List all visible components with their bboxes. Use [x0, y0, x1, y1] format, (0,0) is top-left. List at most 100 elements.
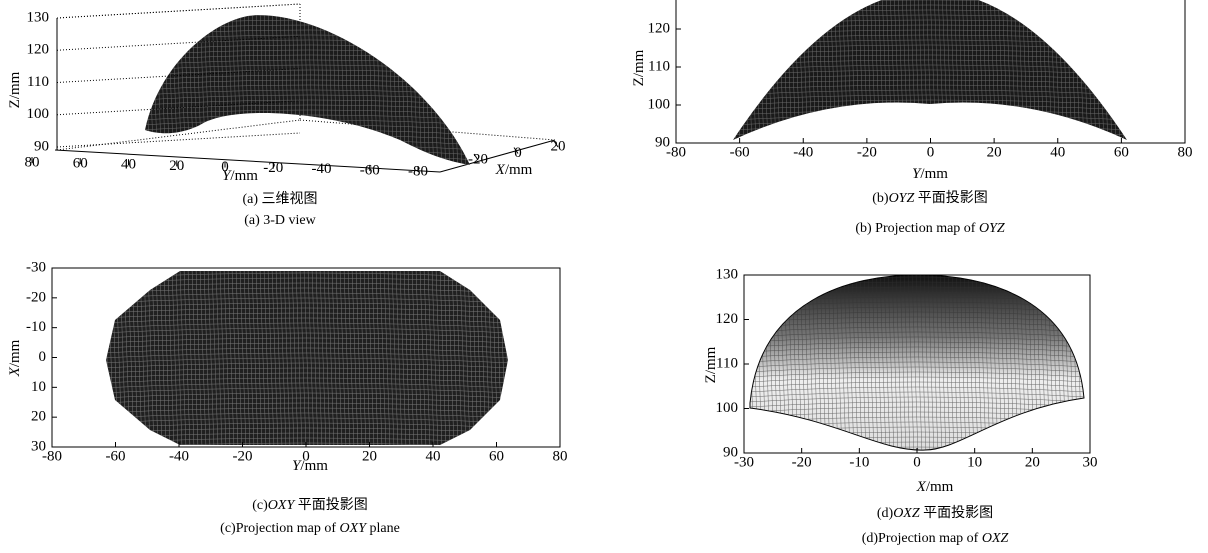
mesh-line [140, 10, 146, 175]
mesh-line [464, 10, 470, 175]
label-part: /mm [505, 162, 533, 178]
label-part: 平面投影图 [914, 190, 988, 206]
label-part: Z/mm [7, 71, 23, 108]
mesh-line [1080, 272, 1086, 455]
label-part: /mm [230, 168, 258, 184]
tick-label: 10 [967, 454, 982, 470]
mesh-line [1078, 0, 1084, 145]
mesh-line [738, 0, 744, 145]
label-part: Z/mm [703, 346, 719, 383]
mesh-line [774, 0, 780, 145]
tick-label: 20 [31, 409, 46, 425]
label-part: OXY [268, 498, 297, 513]
mesh-line [140, 15, 480, 20]
label: X/mm [495, 162, 533, 178]
mesh-line [144, 10, 150, 175]
tick-label: 40 [1050, 144, 1065, 160]
tick-label: -60 [730, 144, 750, 160]
tick-label: 10 [31, 379, 46, 395]
tick-label: 20 [362, 448, 377, 464]
tick-label: -20 [233, 448, 253, 464]
mesh-line [476, 10, 482, 175]
figure: 90100110120130Z/mm806040200-20-40-60-80Y… [0, 0, 1208, 553]
label: (c)OXY 平面投影图 [252, 497, 368, 513]
tick-label: 20 [1025, 454, 1040, 470]
label-part: OXY [340, 521, 369, 536]
label-part: Z/mm [631, 49, 647, 86]
tick-label: 100 [648, 96, 671, 112]
label-part: /mm [300, 458, 328, 474]
tick-label: 120 [716, 311, 739, 327]
label: Z/mm [7, 71, 23, 108]
label-part: /mm [7, 339, 23, 367]
tick-label: 30 [1083, 454, 1098, 470]
label: Y/mm [222, 168, 258, 184]
label: Z/mm [703, 346, 719, 383]
label-part: OXZ [982, 531, 1009, 546]
mesh-line [152, 10, 158, 175]
tick-label: 60 [489, 448, 504, 464]
tick-label: 80 [1178, 144, 1193, 160]
mesh-line [100, 263, 512, 268]
tick-label: 60 [1114, 144, 1129, 160]
mesh-line [508, 268, 514, 448]
tick-label: -80 [666, 144, 686, 160]
label-part: (d)Projection map of [862, 531, 982, 546]
mesh-line [730, 0, 736, 145]
tick-label: -10 [849, 454, 869, 470]
mesh-line [778, 0, 784, 145]
tick-label: 100 [27, 106, 50, 122]
label-part: OYZ [889, 191, 915, 206]
tick-label: -20 [857, 144, 877, 160]
label-part: OYZ [979, 221, 1005, 236]
tick-label: -80 [42, 448, 62, 464]
mesh-line [140, 10, 480, 15]
label: Z/mm [631, 49, 647, 86]
mesh-line [140, 165, 480, 170]
mesh-line [1130, 0, 1136, 145]
label: X/mm [916, 479, 954, 495]
mesh-line [1122, 0, 1128, 145]
tick-label: -10 [26, 319, 46, 335]
tick-label: 0 [927, 144, 935, 160]
mesh-line [1126, 0, 1132, 145]
mesh-line [140, 170, 480, 175]
label-part: (a) 3-D view [244, 213, 316, 228]
label-part: 平面投影图 [294, 497, 368, 513]
label: (d)OXZ 平面投影图 [877, 505, 993, 521]
mesh-line [734, 0, 740, 145]
mesh-line [752, 272, 758, 455]
tick-label: 110 [27, 74, 49, 90]
tick-label: -60 [106, 448, 126, 464]
mesh-line [140, 5, 480, 10]
tick-label: 0 [39, 349, 47, 365]
tick-label: 40 [426, 448, 441, 464]
mesh-line [748, 267, 1086, 272]
label: (b)OYZ 平面投影图 [872, 190, 988, 206]
label: (a) 3-D view [244, 213, 316, 228]
mesh-line [512, 268, 518, 448]
tick-label: -20 [792, 454, 812, 470]
mesh-line [148, 10, 154, 175]
label-part: (a) 三维视图 [242, 191, 317, 207]
tick-label: -30 [26, 259, 46, 275]
tick-label: 20 [987, 144, 1002, 160]
mesh-line [730, 130, 1130, 135]
mesh-line [1118, 0, 1124, 145]
mesh-line [468, 10, 474, 175]
mesh-line [100, 268, 106, 448]
mesh-line [472, 10, 478, 175]
label: (d)Projection map of OXZ [862, 531, 1009, 546]
label-part: /mm [920, 166, 948, 182]
label: (b) Projection map of OYZ [855, 221, 1005, 236]
tick-label: 80 [553, 448, 568, 464]
tick-label: 0 [913, 454, 921, 470]
tick-label: 110 [648, 58, 670, 74]
mesh-line [730, 125, 1130, 130]
mesh-line [1084, 272, 1090, 455]
label-part: 平面投影图 [920, 505, 994, 521]
tick-label: -20 [26, 289, 46, 305]
label-part: plane [366, 521, 400, 536]
label: (c)Projection map of OXY plane [220, 521, 400, 536]
mesh-line [480, 10, 486, 175]
